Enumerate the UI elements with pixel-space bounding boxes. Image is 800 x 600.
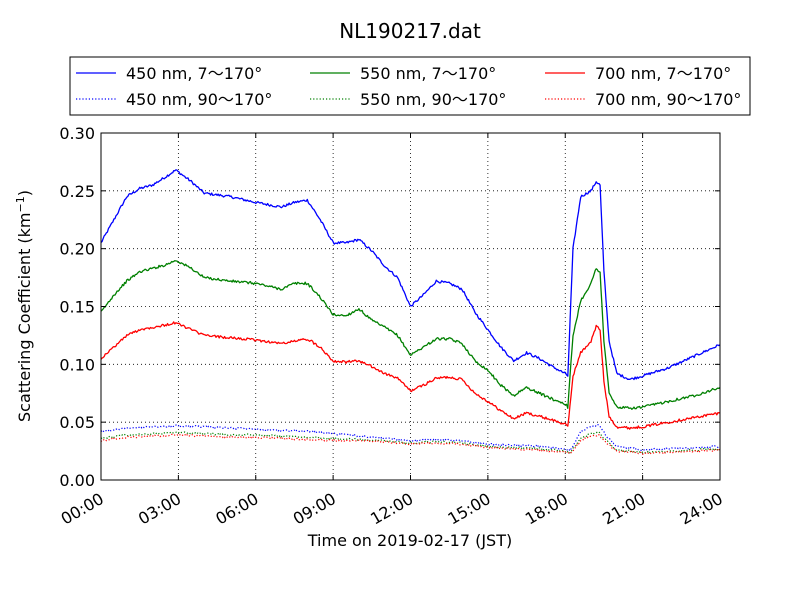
series-lines xyxy=(100,169,721,455)
series-line xyxy=(100,431,721,454)
legend-frame xyxy=(69,56,751,116)
x-tick-label: 21:00 xyxy=(599,489,648,529)
x-tick-label: 00:00 xyxy=(58,489,107,529)
chart-title: NL190217.dat xyxy=(339,19,481,43)
x-tick-label: 18:00 xyxy=(522,489,571,529)
x-axis-label: Time on 2019-02-17 (JST) xyxy=(307,531,512,550)
y-tick-label: 0.25 xyxy=(59,182,95,201)
y-tick-label: 0.15 xyxy=(59,298,95,317)
y-axis: 0.00 0.05 0.10 0.15 0.20 0.25 0.30 xyxy=(59,124,720,490)
legend: 450 nm, 7～170° 550 nm, 7～170° 700 nm, 7～17… xyxy=(69,56,751,116)
series-line xyxy=(100,169,721,381)
x-tick-label: 09:00 xyxy=(290,489,339,529)
x-tick-label: 06:00 xyxy=(212,489,261,529)
legend-label: 450 nm, 7～170° xyxy=(126,64,262,83)
y-axis-label-close: ) xyxy=(15,190,34,196)
series-line xyxy=(100,433,721,455)
plot-area: 0.000.050.100.150.200.250.30 00:00 03:00 0… xyxy=(58,124,726,529)
y-tick-label: 0.10 xyxy=(59,355,95,374)
y-tick-label: 0.20 xyxy=(59,240,95,259)
legend-label: 550 nm, 7～170° xyxy=(360,64,496,83)
y-axis-label-exponent: −1 xyxy=(14,196,27,212)
y-tick-label: 0.00 xyxy=(59,471,95,490)
x-tick-label: 15:00 xyxy=(444,489,493,529)
x-tick-label: 03:00 xyxy=(135,489,184,529)
legend-label: 450 nm, 90～170° xyxy=(126,90,272,109)
x-tick-label: 24:00 xyxy=(677,489,726,529)
y-tick-label: 0.30 xyxy=(59,124,95,143)
x-tick-label: 12:00 xyxy=(367,489,416,529)
y-axis-label-main: Scattering Coefficient (km xyxy=(15,212,34,422)
series-line xyxy=(100,260,721,410)
legend-label: 700 nm, 7～170° xyxy=(595,64,731,83)
y-axis-label: Scattering Coefficient (km−1) xyxy=(14,190,34,422)
legend-label: 700 nm, 90～170° xyxy=(595,90,741,109)
y-tick-label: 0.05 xyxy=(59,413,95,432)
legend-label: 550 nm, 90～170° xyxy=(360,90,506,109)
series-line xyxy=(100,321,721,430)
